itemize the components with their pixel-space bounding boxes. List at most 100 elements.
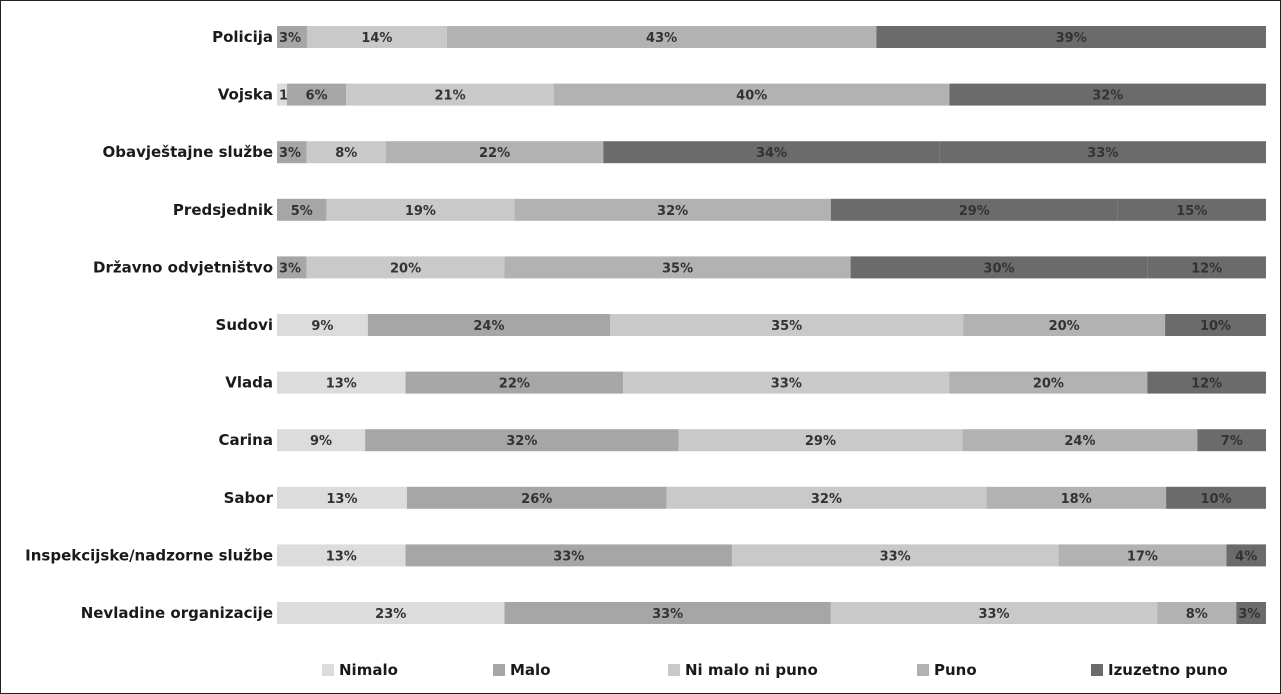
bar-segment-vlada-malo	[405, 371, 624, 394]
data-label-predsjednik-3: 29%	[959, 204, 990, 219]
bar-segment-carina-malo	[365, 429, 679, 452]
data-label-vojska-3: 40%	[736, 89, 767, 104]
category-label-predsjednik: Predsjednik	[173, 201, 274, 219]
bar-segment-vojska-ni-malo-ni-puno	[346, 83, 554, 106]
data-label-carina-0: 9%	[310, 434, 332, 449]
legend-item-izuzetno-puno: Izuzetno puno	[1091, 661, 1228, 679]
data-label-predsjednik-2: 32%	[657, 204, 688, 219]
data-label-nevladine-organizacije-4: 3%	[1238, 607, 1260, 622]
data-label-nevladine-organizacije-0: 23%	[375, 607, 406, 622]
data-label-policija-1: 14%	[361, 31, 392, 46]
data-label-carina-2: 29%	[805, 434, 836, 449]
bar-segment-carina-izuzetno-puno	[1197, 429, 1266, 452]
bar-segment-sudovi-izuzetno-puno	[1165, 314, 1266, 336]
bar-segment-sabor-izuzetno-puno	[1166, 486, 1266, 509]
bar-segment-sudovi-ni-malo-ni-puno	[610, 314, 964, 336]
data-label-policija-0: 3%	[279, 31, 301, 46]
data-label-inspekcijske-nadzorne-sluzbe-4: 4%	[1235, 549, 1257, 564]
legend-item-puno: Puno	[917, 661, 977, 679]
bar-segment-sudovi-malo	[367, 314, 611, 336]
category-label-sudovi: Sudovi	[216, 316, 273, 334]
data-label-inspekcijske-nadzorne-sluzbe-2: 33%	[880, 549, 911, 564]
bar-segment-vlada-ni-malo-ni-puno	[623, 371, 950, 394]
data-label-sabor-4: 10%	[1200, 492, 1231, 507]
bar-segment-inspekcijske-nadzorne-sluzbe-nimalo	[277, 544, 406, 567]
category-label-nevladine-organizacije: Nevladine organizacije	[81, 604, 273, 622]
bar-segment-nevladine-organizacije-puno	[1157, 602, 1237, 624]
bar-segment-policija-izuzetno-puno	[876, 26, 1266, 48]
bar-segment-obavjestajne-sluzbe-malo	[277, 141, 307, 164]
data-label-drzavno-odvjetnistvo-2: 35%	[662, 261, 693, 276]
category-label-sabor: Sabor	[224, 489, 274, 507]
bar-segment-vojska-nimalo	[277, 83, 287, 106]
data-label-predsjednik-0: 5%	[291, 204, 313, 219]
legend-item-nimalo: Nimalo	[322, 661, 398, 679]
data-label-drzavno-odvjetnistvo-1: 20%	[390, 261, 421, 276]
data-label-inspekcijske-nadzorne-sluzbe-3: 17%	[1127, 549, 1158, 564]
data-label-inspekcijske-nadzorne-sluzbe-0: 13%	[326, 549, 357, 564]
bar-segment-nevladine-organizacije-ni-malo-ni-puno	[830, 602, 1158, 624]
legend-label-malo: Malo	[510, 661, 551, 679]
bar-segment-predsjednik-malo	[277, 198, 327, 221]
data-label-vojska-4: 32%	[1092, 89, 1123, 104]
bar-segment-nevladine-organizacije-izuzetno-puno	[1236, 602, 1266, 624]
data-label-obavjestajne-sluzbe-1: 8%	[335, 146, 357, 161]
legend-swatch-puno	[917, 664, 929, 676]
data-label-nevladine-organizacije-2: 33%	[978, 607, 1009, 622]
data-label-sudovi-2: 35%	[771, 319, 802, 334]
data-label-carina-3: 24%	[1064, 434, 1095, 449]
data-label-obavjestajne-sluzbe-0: 3%	[279, 146, 301, 161]
bar-segment-sabor-nimalo	[277, 486, 407, 509]
category-label-inspekcijske-nadzorne-sluzbe: Inspekcijske/nadzorne službe	[25, 546, 273, 564]
legend-label-puno: Puno	[934, 661, 977, 679]
data-label-obavjestajne-sluzbe-3: 34%	[756, 146, 787, 161]
legend-item-ni-malo-ni-puno: Ni malo ni puno	[668, 661, 818, 679]
data-label-sabor-3: 18%	[1061, 492, 1092, 507]
bar-segment-sabor-malo	[406, 486, 667, 509]
bar-segment-vojska-izuzetno-puno	[949, 83, 1266, 106]
bar-segment-nevladine-organizacije-nimalo	[277, 602, 505, 624]
bar-segment-carina-puno	[962, 429, 1198, 452]
category-label-obavjestajne-sluzbe: Obavještajne službe	[102, 143, 273, 161]
data-label-vojska-2: 21%	[435, 89, 466, 104]
data-label-drzavno-odvjetnistvo-4: 12%	[1191, 261, 1222, 276]
bar-segment-drzavno-odvjetnistvo-ni-malo-ni-puno	[306, 256, 505, 279]
legend-item-malo: Malo	[493, 661, 551, 679]
legend-swatch-izuzetno-puno	[1091, 664, 1103, 676]
data-label-sudovi-0: 9%	[311, 319, 333, 334]
data-label-sabor-0: 13%	[326, 492, 357, 507]
category-label-drzavno-odvjetnistvo: Državno odvjetništvo	[93, 258, 273, 276]
legend-swatch-malo	[493, 664, 505, 676]
bar-segment-predsjednik-puno	[514, 198, 831, 221]
data-label-policija-2: 43%	[646, 31, 677, 46]
bar-segment-policija-puno	[446, 26, 877, 48]
data-label-sabor-1: 26%	[521, 492, 552, 507]
data-label-carina-4: 7%	[1221, 434, 1243, 449]
legend-label-izuzetno-puno: Izuzetno puno	[1108, 661, 1228, 679]
data-label-sudovi-4: 10%	[1200, 319, 1231, 334]
bar-segment-inspekcijske-nadzorne-sluzbe-izuzetno-puno	[1226, 544, 1266, 567]
bar-segment-sudovi-puno	[963, 314, 1166, 336]
bar-segment-drzavno-odvjetnistvo-malo	[277, 256, 307, 279]
bar-segment-carina-nimalo	[277, 429, 366, 452]
bar-segment-sabor-puno	[986, 486, 1167, 509]
data-label-carina-1: 32%	[506, 434, 537, 449]
bar-segment-obavjestajne-sluzbe-ni-malo-ni-puno	[306, 141, 386, 164]
category-label-vlada: Vlada	[225, 374, 273, 392]
bar-segment-policija-malo	[277, 26, 307, 48]
bar-segment-inspekcijske-nadzorne-sluzbe-puno	[1058, 544, 1227, 567]
bar-segment-sabor-ni-malo-ni-puno	[666, 486, 987, 509]
category-label-carina: Carina	[219, 431, 273, 449]
data-label-obavjestajne-sluzbe-4: 33%	[1087, 146, 1118, 161]
bar-segment-drzavno-odvjetnistvo-puno	[504, 256, 851, 279]
data-label-sabor-2: 32%	[811, 492, 842, 507]
data-label-drzavno-odvjetnistvo-0: 3%	[279, 261, 301, 276]
data-label-nevladine-organizacije-1: 33%	[652, 607, 683, 622]
bar-segment-drzavno-odvjetnistvo-extra	[1147, 256, 1266, 279]
bar-segment-drzavno-odvjetnistvo-izuzetno-puno	[850, 256, 1148, 279]
bar-segment-predsjednik-izuzetno-puno	[830, 198, 1118, 221]
data-label-vlada-1: 22%	[499, 377, 530, 392]
data-label-predsjednik-4: 15%	[1176, 204, 1207, 219]
